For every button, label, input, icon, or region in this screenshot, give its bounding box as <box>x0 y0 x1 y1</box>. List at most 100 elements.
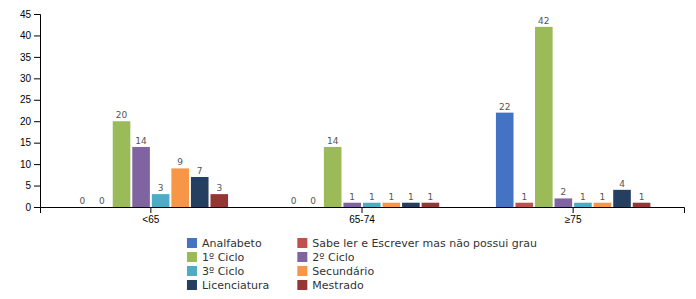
bar <box>402 203 420 207</box>
data-label: 0 <box>310 196 316 206</box>
legend-item: Mestrado <box>297 279 364 292</box>
legend-item: 3º Ciclo <box>187 265 245 278</box>
y-tick-mark <box>34 57 40 58</box>
x-axis: <65 65-74 ≥75 <box>41 207 685 225</box>
y-tick-label: 15 <box>20 137 32 148</box>
legend-item: Secundário <box>297 265 374 278</box>
data-label: 1 <box>349 192 355 202</box>
x-tick-mark <box>573 207 574 213</box>
y-tick-label: 45 <box>20 9 32 20</box>
legend-label: Analfabeto <box>202 237 262 250</box>
data-label: 7 <box>197 166 203 176</box>
legend: Analfabeto Sabe ler e Escrever mas não po… <box>187 237 537 292</box>
y-tick: 45 <box>20 9 40 20</box>
bar <box>324 147 342 207</box>
x-tick-mark <box>362 207 363 213</box>
data-labels: 00220012014421412311911714311 <box>80 16 645 206</box>
data-label: 1 <box>369 192 375 202</box>
data-label: 22 <box>499 102 510 112</box>
data-label: 1 <box>600 192 606 202</box>
y-tick-label: 0 <box>25 202 31 213</box>
legend-label: 3º Ciclo <box>202 265 245 278</box>
x-tick: ≥75 <box>565 207 582 225</box>
y-tick-mark <box>34 186 40 187</box>
y-tick: 25 <box>20 94 40 105</box>
data-label: 14 <box>327 136 339 146</box>
legend-item: 2º Ciclo <box>297 251 355 264</box>
data-label: 42 <box>538 16 549 26</box>
y-tick-label: 10 <box>20 159 32 170</box>
bar <box>555 198 573 207</box>
y-tick: 30 <box>20 73 40 84</box>
x-tick-mark <box>150 207 151 213</box>
legend-label: 1º Ciclo <box>202 251 245 264</box>
bar <box>535 27 553 207</box>
y-tick: 10 <box>20 159 40 170</box>
bar <box>383 203 401 207</box>
legend-label: Licenciatura <box>202 279 269 292</box>
y-tick-label: 40 <box>20 30 32 41</box>
legend-label: Mestrado <box>312 279 364 292</box>
bar <box>285 207 303 208</box>
y-tick: 15 <box>20 137 40 148</box>
legend-item: Sabe ler e Escrever mas não possui grau <box>297 237 537 250</box>
y-axis-line <box>34 15 41 208</box>
bar <box>422 203 440 207</box>
bar <box>343 203 361 207</box>
legend-swatch <box>187 266 197 276</box>
y-tick-label: 30 <box>20 73 32 84</box>
y-tick-label: 25 <box>20 94 32 105</box>
bar <box>93 207 111 208</box>
data-label: 3 <box>158 183 164 193</box>
legend-swatch <box>187 280 197 290</box>
data-label: 1 <box>428 192 434 202</box>
legend-swatch <box>187 238 197 248</box>
y-tick-mark <box>34 121 40 122</box>
y-tick-mark <box>34 207 40 208</box>
data-label: 0 <box>291 196 297 206</box>
data-label: 9 <box>177 157 183 167</box>
y-tick-label: 20 <box>20 116 32 127</box>
legend-label: Sabe ler e Escrever mas não possui grau <box>312 237 537 250</box>
plot: 051015202530354045<6565-74≥7500220012014… <box>20 9 685 225</box>
bar <box>191 177 209 207</box>
y-tick: 20 <box>20 116 40 127</box>
y-tick-mark <box>34 78 40 79</box>
y-tick-mark <box>34 35 40 36</box>
y-tick: 5 <box>25 180 40 191</box>
x-tick-label: 65-74 <box>349 214 375 225</box>
legend-label: Secundário <box>312 265 374 278</box>
bar <box>113 121 131 207</box>
x-axis-line <box>41 208 685 214</box>
data-label: 3 <box>216 183 222 193</box>
legend-item: 1º Ciclo <box>187 251 245 264</box>
y-tick-mark <box>34 14 40 15</box>
bar <box>594 203 612 207</box>
x-tick-label: ≥75 <box>565 214 582 225</box>
bars <box>113 27 651 207</box>
data-label: 1 <box>408 192 414 202</box>
bar <box>363 203 381 207</box>
chart: 051015202530354045<6565-74≥7500220012014… <box>0 0 696 299</box>
bar <box>171 168 189 207</box>
legend-item: Analfabeto <box>187 237 262 250</box>
y-axis: 051015202530354045 <box>20 9 41 213</box>
data-label: 1 <box>521 192 527 202</box>
y-tick-label: 5 <box>25 180 31 191</box>
data-label: 20 <box>116 110 128 120</box>
bar <box>74 207 92 208</box>
bar <box>210 194 228 207</box>
y-tick-mark <box>34 143 40 144</box>
data-label: 1 <box>639 192 645 202</box>
legend-label: 2º Ciclo <box>312 251 355 264</box>
data-label: 4 <box>619 179 625 189</box>
bar <box>574 203 592 207</box>
x-tick: 65-74 <box>349 207 375 225</box>
bar <box>515 203 533 207</box>
legend-swatch <box>187 252 197 262</box>
x-tick: <65 <box>142 207 159 225</box>
y-tick: 40 <box>20 30 40 41</box>
data-label: 1 <box>580 192 586 202</box>
data-label: 14 <box>135 136 147 146</box>
bar <box>152 194 170 207</box>
